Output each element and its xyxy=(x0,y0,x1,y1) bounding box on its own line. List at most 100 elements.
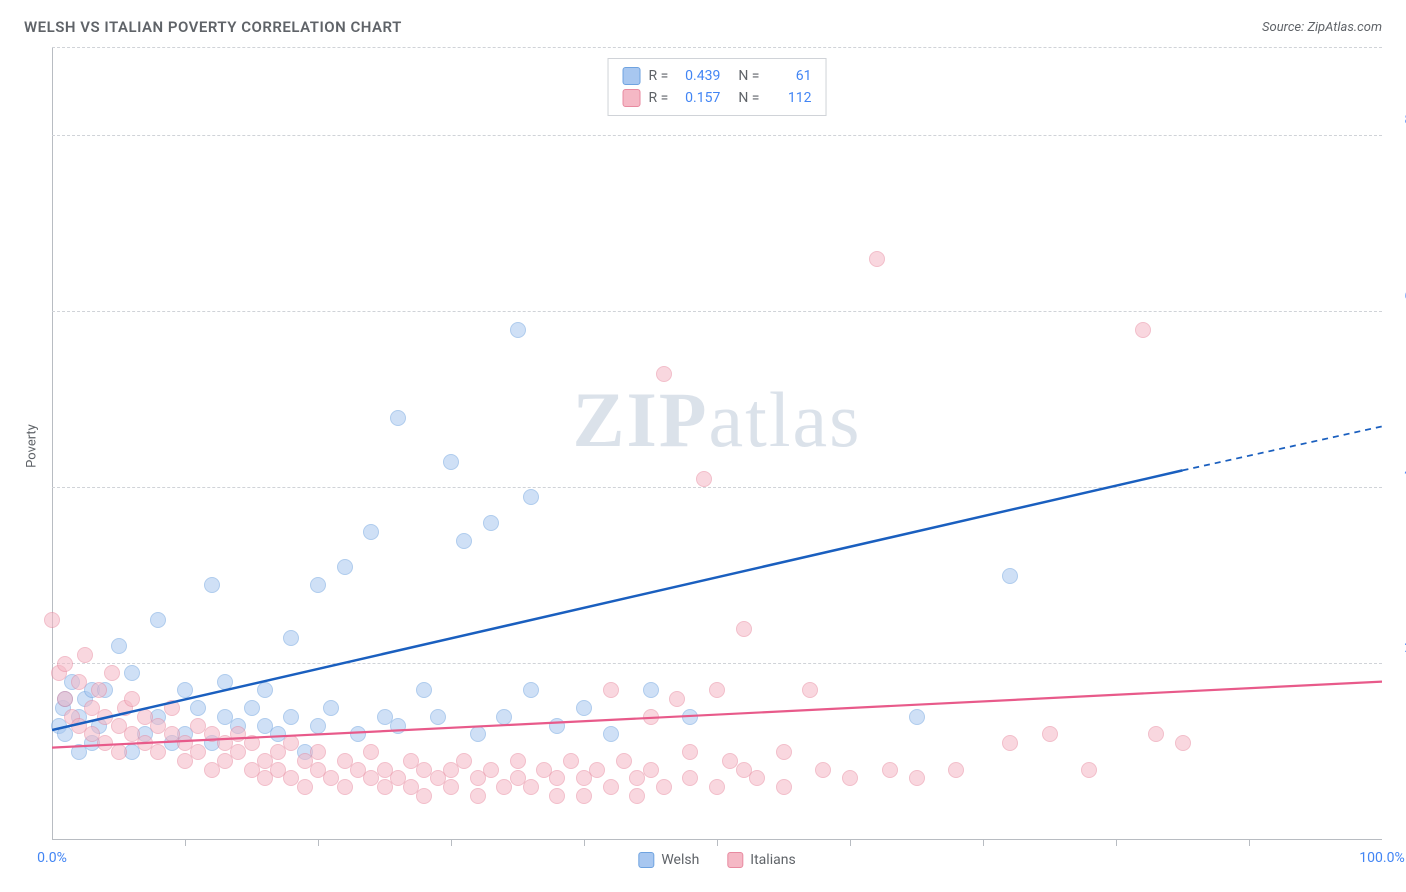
legend-n-value: 112 xyxy=(767,90,811,106)
scatter-point-italians xyxy=(549,770,565,786)
scatter-point-italians xyxy=(682,744,698,760)
scatter-point-italians xyxy=(563,753,579,769)
scatter-point-italians xyxy=(1042,726,1058,742)
series-label: Welsh xyxy=(661,852,699,868)
scatter-point-welsh xyxy=(283,709,299,725)
gridline xyxy=(52,487,1382,488)
scatter-point-welsh xyxy=(190,700,206,716)
x-tick xyxy=(584,840,585,846)
scatter-point-italians xyxy=(576,788,592,804)
scatter-point-italians xyxy=(709,682,725,698)
scatter-point-welsh xyxy=(350,726,366,742)
scatter-point-welsh xyxy=(416,682,432,698)
scatter-point-italians xyxy=(71,674,87,690)
scatter-point-welsh xyxy=(496,709,512,725)
x-tick-label: 0.0% xyxy=(37,850,67,866)
scatter-point-welsh xyxy=(456,533,472,549)
scatter-point-welsh xyxy=(510,322,526,338)
scatter-point-italians xyxy=(696,471,712,487)
scatter-point-welsh xyxy=(523,489,539,505)
scatter-point-italians xyxy=(91,682,107,698)
x-tick xyxy=(850,840,851,846)
scatter-point-italians xyxy=(603,682,619,698)
scatter-point-italians xyxy=(363,744,379,760)
scatter-point-italians xyxy=(815,762,831,778)
scatter-point-welsh xyxy=(124,665,140,681)
scatter-point-italians xyxy=(629,788,645,804)
scatter-point-welsh xyxy=(603,726,619,742)
y-tick-label: 80.0% xyxy=(1388,112,1406,128)
scatter-point-italians xyxy=(603,779,619,795)
scatter-point-italians xyxy=(776,744,792,760)
scatter-point-welsh xyxy=(430,709,446,725)
chart-area: ZIPatlas R =0.439N =61R =0.157N =112 Wel… xyxy=(52,48,1382,840)
scatter-point-italians xyxy=(882,762,898,778)
x-tick-label: 100.0% xyxy=(1359,850,1404,866)
scatter-point-italians xyxy=(549,788,565,804)
scatter-point-welsh xyxy=(111,638,127,654)
series-label: Italians xyxy=(750,852,795,868)
scatter-point-italians xyxy=(749,770,765,786)
scatter-point-italians xyxy=(669,691,685,707)
scatter-point-italians xyxy=(1002,735,1018,751)
source-attribution: Source: ZipAtlas.com xyxy=(1262,20,1382,35)
correlation-legend-row-italians: R =0.157N =112 xyxy=(623,87,812,109)
correlation-legend-row-welsh: R =0.439N =61 xyxy=(623,65,812,87)
legend-n-label: N = xyxy=(738,68,759,84)
scatter-point-welsh xyxy=(323,700,339,716)
scatter-point-italians xyxy=(150,744,166,760)
scatter-point-italians xyxy=(104,665,120,681)
scatter-point-italians xyxy=(443,779,459,795)
scatter-point-welsh xyxy=(483,515,499,531)
scatter-point-italians xyxy=(682,770,698,786)
scatter-point-welsh xyxy=(310,718,326,734)
scatter-point-welsh xyxy=(390,718,406,734)
scatter-point-italians xyxy=(244,735,260,751)
legend-r-value: 0.157 xyxy=(676,90,720,106)
legend-r-label: R = xyxy=(649,90,669,106)
scatter-point-italians xyxy=(310,744,326,760)
scatter-point-italians xyxy=(869,251,885,267)
scatter-point-italians xyxy=(776,779,792,795)
scatter-point-italians xyxy=(643,709,659,725)
watermark: ZIPatlas xyxy=(573,375,862,465)
scatter-point-italians xyxy=(416,788,432,804)
scatter-point-italians xyxy=(656,366,672,382)
scatter-point-italians xyxy=(802,682,818,698)
chart-title: WELSH VS ITALIAN POVERTY CORRELATION CHA… xyxy=(24,18,402,36)
scatter-point-welsh xyxy=(363,524,379,540)
scatter-point-welsh xyxy=(150,612,166,628)
scatter-point-welsh xyxy=(244,700,260,716)
scatter-point-welsh xyxy=(909,709,925,725)
scatter-point-italians xyxy=(616,753,632,769)
scatter-point-italians xyxy=(57,691,73,707)
scatter-point-welsh xyxy=(310,577,326,593)
scatter-point-italians xyxy=(297,779,313,795)
scatter-point-italians xyxy=(1175,735,1191,751)
scatter-point-italians xyxy=(77,647,93,663)
legend-r-value: 0.439 xyxy=(676,68,720,84)
scatter-point-welsh xyxy=(523,682,539,698)
gridline xyxy=(52,663,1382,664)
x-tick xyxy=(983,840,984,846)
scatter-point-italians xyxy=(1135,322,1151,338)
scatter-point-italians xyxy=(164,700,180,716)
gridline xyxy=(52,311,1382,312)
scatter-point-italians xyxy=(736,621,752,637)
scatter-point-welsh xyxy=(549,718,565,734)
scatter-point-italians xyxy=(589,762,605,778)
gridline xyxy=(52,135,1382,136)
legend-r-label: R = xyxy=(649,68,669,84)
scatter-point-italians xyxy=(656,779,672,795)
scatter-point-italians xyxy=(124,691,140,707)
scatter-point-welsh xyxy=(257,682,273,698)
scatter-point-welsh xyxy=(283,630,299,646)
scatter-point-italians xyxy=(470,788,486,804)
scatter-point-italians xyxy=(483,762,499,778)
x-tick xyxy=(717,840,718,846)
series-legend: Welsh Italians xyxy=(638,852,795,868)
y-axis-label: Poverty xyxy=(24,424,39,468)
correlation-legend: R =0.439N =61R =0.157N =112 xyxy=(608,58,827,116)
scatter-point-italians xyxy=(523,779,539,795)
scatter-point-italians xyxy=(709,779,725,795)
